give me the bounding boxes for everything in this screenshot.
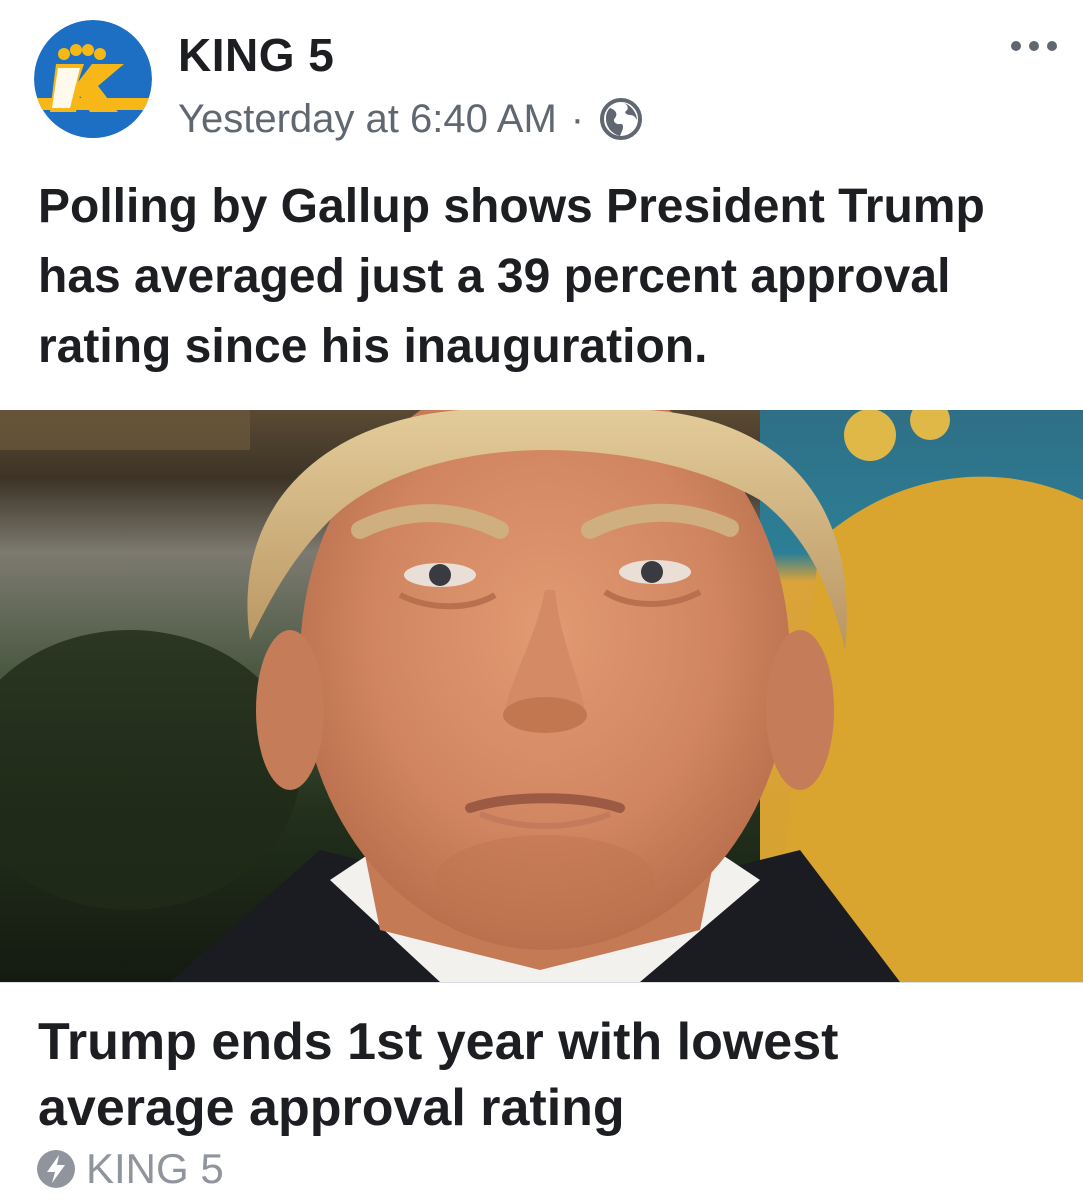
more-options-button[interactable] (1011, 34, 1057, 58)
post-timestamp[interactable]: Yesterday at 6:40 AM (178, 96, 557, 141)
page-avatar[interactable]: K (34, 20, 152, 138)
post-header: K KING 5 Yesterday at 6:40 AM · (0, 0, 1083, 160)
more-dot (1029, 41, 1039, 51)
more-dot (1011, 41, 1021, 51)
more-dot (1047, 41, 1057, 51)
link-source-name: KING 5 (86, 1145, 224, 1192)
post-photo[interactable] (0, 410, 1083, 982)
globe-icon[interactable] (598, 96, 644, 142)
link-preview[interactable]: Trump ends 1st year with lowest average … (0, 982, 1083, 1200)
page-name[interactable]: KING 5 (178, 29, 335, 81)
instant-article-bolt-icon (36, 1149, 76, 1189)
meta-separator: · (570, 96, 585, 141)
link-preview-source: KING 5 (36, 1145, 224, 1193)
post-text: Polling by Gallup shows President Trump … (38, 180, 985, 373)
post-meta: Yesterday at 6:40 AM · (178, 96, 644, 142)
king5-logo: K (34, 20, 152, 138)
link-preview-title[interactable]: Trump ends 1st year with lowest average … (38, 1013, 839, 1137)
portrait-image (0, 410, 1083, 982)
